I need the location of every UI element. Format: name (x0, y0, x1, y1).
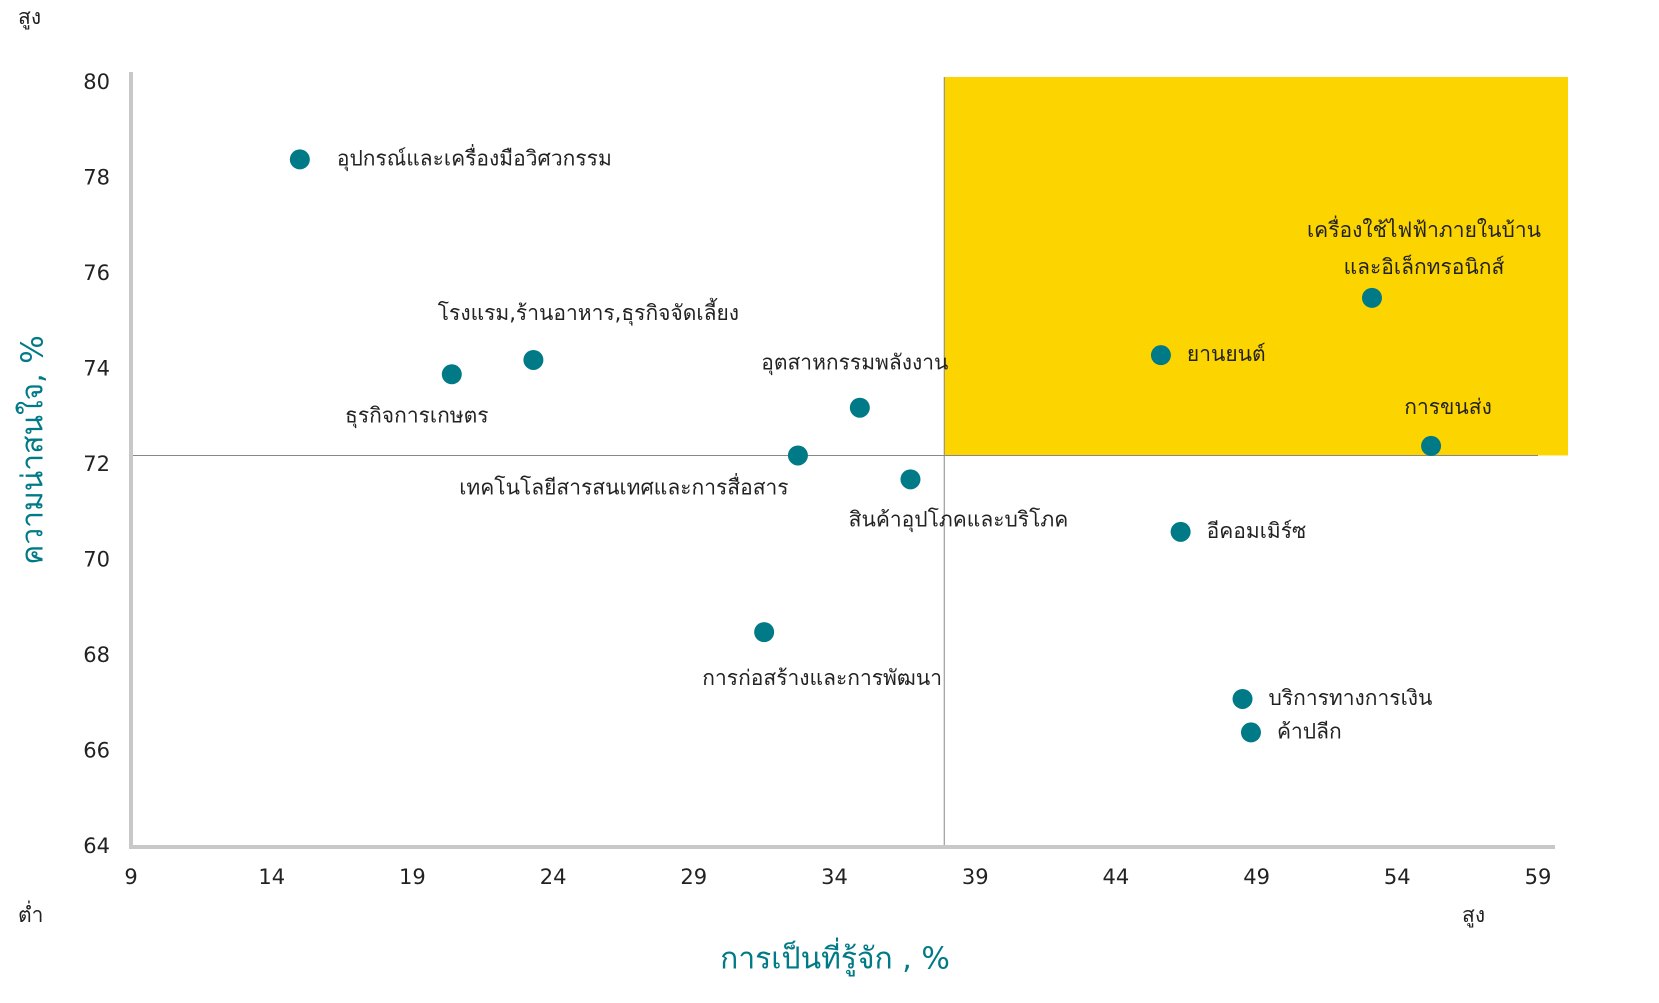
x-tick-label: 14 (258, 865, 285, 889)
y-tick-label: 74 (83, 357, 110, 381)
point (849, 397, 870, 418)
point-label: บริการทางการเงิน (1269, 686, 1433, 710)
y-axis-label: ความน่าสนใจ, % (16, 335, 51, 565)
x-tick-label: 29 (680, 865, 707, 889)
y-tick-label: 70 (83, 548, 110, 572)
point-label: อุตสาหกรรมพลังงาน (761, 351, 948, 376)
x-tick-label: 39 (962, 865, 989, 889)
x-tick-label: 24 (540, 865, 567, 889)
x-tick-label: 54 (1384, 865, 1411, 889)
point-label: และอิเล็กทรอนิกส์ (1344, 253, 1505, 279)
point (1361, 287, 1382, 308)
point (523, 349, 544, 370)
corner-label: สูง (18, 5, 41, 30)
point (1421, 435, 1442, 456)
point-label: เครื่องใช้ไฟฟ้าภายในบ้าน (1307, 215, 1541, 242)
x-tick-label: 9 (124, 865, 137, 889)
y-tick-label: 78 (83, 166, 110, 190)
point-label: สินค้าอุปโภคและบริโภค (849, 507, 1069, 532)
point-label: ยานยนต์ (1187, 342, 1266, 366)
point-label: การก่อสร้างและการพัฒนา (702, 666, 942, 690)
point (900, 469, 921, 490)
y-tick-label: 72 (83, 452, 110, 476)
point-label: โรงแรม,ร้านอาหาร,ธุรกิจจัดเลี้ยง (438, 298, 739, 326)
point-label: เทคโนโลยีสารสนเทศและการสื่อสาร (459, 472, 788, 499)
x-tick-label: 59 (1525, 865, 1552, 889)
point-label: อุปกรณ์และเครื่องมือวิศวกรรม (337, 143, 612, 171)
corner-label: ต่ำ (18, 900, 43, 927)
y-tick-label: 80 (83, 70, 110, 94)
point-label: ค้าปลีก (1277, 719, 1342, 743)
point (1150, 345, 1171, 366)
x-tick-label: 34 (821, 865, 848, 889)
point (787, 445, 808, 466)
y-tick-label: 68 (83, 643, 110, 667)
x-tick-label: 49 (1243, 865, 1270, 889)
point (1232, 688, 1253, 709)
point-label: การขนส่ง (1404, 395, 1492, 419)
point-label: ธุรกิจการเกษตร (345, 403, 489, 428)
y-tick-label: 76 (83, 261, 110, 285)
x-axis-label: การเป็นที่รู้จัก , % (720, 938, 950, 977)
x-tick-label: 19 (399, 865, 426, 889)
x-tick-label: 44 (1103, 865, 1130, 889)
point (289, 149, 310, 170)
point (441, 364, 462, 385)
point (1170, 521, 1191, 542)
point-label: อีคอมเมิร์ซ (1207, 519, 1307, 543)
point (754, 622, 775, 643)
y-tick-label: 64 (83, 834, 110, 858)
point (1240, 722, 1261, 743)
corner-label: สูง (1462, 903, 1485, 928)
highlight-quadrant (944, 77, 1568, 456)
y-tick-label: 66 (83, 739, 110, 763)
